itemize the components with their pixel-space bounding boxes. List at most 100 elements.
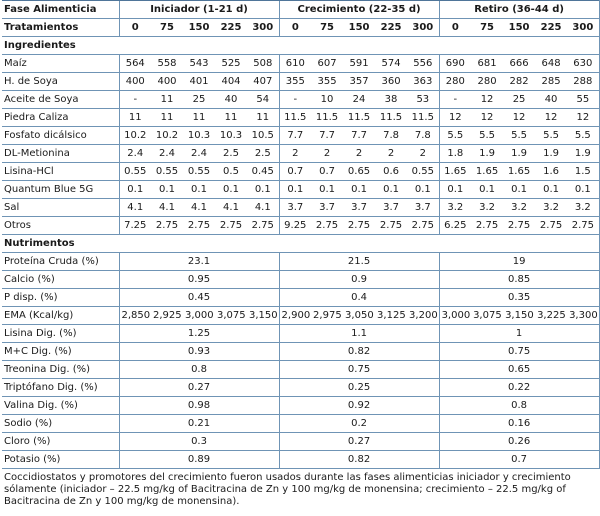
value-cell: 0.85: [438, 270, 600, 289]
table-row: Calcio (%) 0.95 0.9 0.85: [2, 270, 600, 289]
value-cell: 0.7: [278, 162, 312, 181]
value-cell: 1: [438, 324, 600, 343]
value-cell: 3.7: [407, 198, 440, 217]
value-cell: 355: [311, 72, 344, 91]
value-cell: 556: [407, 54, 440, 73]
table-row: Treonina Dig. (%) 0.8 0.75 0.65: [2, 360, 600, 379]
value-cell: 0.75: [438, 342, 600, 361]
value-cell: 360: [375, 72, 408, 91]
value-cell: 3.7: [278, 198, 312, 217]
treatment-header: 75: [311, 18, 344, 37]
row-label: M+C Dig. (%): [2, 342, 119, 361]
row-label: H. de Soya: [2, 72, 119, 91]
value-cell: 525: [215, 54, 247, 73]
treatment-header: 75: [471, 18, 504, 37]
ingredients-section-row: Ingredientes: [2, 36, 600, 55]
row-label: EMA (Kcal/kg): [2, 306, 119, 325]
table-row: Triptófano Dig. (%) 0.27 0.25 0.22: [2, 378, 600, 397]
value-cell: 1.9: [503, 144, 536, 163]
value-cell: 11: [151, 108, 183, 127]
value-cell: 40: [215, 90, 247, 109]
value-cell: 610: [278, 54, 312, 73]
value-cell: 0.55: [183, 162, 215, 181]
value-cell: 0.7: [311, 162, 344, 181]
value-cell: 2: [278, 144, 312, 163]
value-cell: 0.1: [118, 180, 151, 199]
table-row: Sodio (%) 0.21 0.2 0.16: [2, 414, 600, 433]
value-cell: 407: [247, 72, 280, 91]
value-cell: -: [278, 90, 312, 109]
value-cell: 2.75: [311, 216, 344, 235]
value-cell: 355: [278, 72, 312, 91]
value-cell: 1.8: [438, 144, 472, 163]
value-cell: 7.8: [375, 126, 408, 145]
value-cell: 3.2: [535, 198, 568, 217]
value-cell: 3.7: [375, 198, 408, 217]
table-row: Fosfato dicálsico 10.2 10.2 10.3 10.3 10.5 7.7…: [2, 126, 600, 145]
value-cell: 12: [535, 108, 568, 127]
value-cell: 2,975: [311, 306, 344, 325]
value-cell: 11: [247, 108, 280, 127]
value-cell: 0.55: [151, 162, 183, 181]
value-cell: 0.8: [118, 360, 280, 379]
value-cell: 54: [247, 90, 280, 109]
row-label: Maíz: [2, 54, 119, 73]
table-row: Lisina Dig. (%) 1.25 1.1 1: [2, 324, 600, 343]
value-cell: 3,150: [247, 306, 280, 325]
table-row: Lisina-HCl 0.55 0.55 0.55 0.5 0.45 0.7 0.7 0.65 0…: [2, 162, 600, 181]
value-cell: 3.2: [567, 198, 600, 217]
value-cell: 0.2: [278, 414, 440, 433]
value-cell: 3,300: [567, 306, 600, 325]
value-cell: 4.1: [183, 198, 215, 217]
diet-composition-table: Fase Alimenticia Iniciador (1-21 d) Crecim…: [2, 0, 600, 469]
value-cell: 0.1: [311, 180, 344, 199]
value-cell: 0.1: [503, 180, 536, 199]
value-cell: 10: [311, 90, 344, 109]
value-cell: 0.3: [118, 432, 280, 451]
row-label: Aceite de Soya: [2, 90, 119, 109]
table-row: Maíz 564 558 543 525 508 610 607 591 574 556 690 681…: [2, 54, 600, 73]
value-cell: 574: [375, 54, 408, 73]
value-cell: 2.75: [183, 216, 215, 235]
value-cell: 0.1: [535, 180, 568, 199]
treatment-header: 300: [407, 18, 440, 37]
value-cell: 38: [375, 90, 408, 109]
value-cell: 12: [471, 108, 504, 127]
value-cell: 3,075: [215, 306, 247, 325]
value-cell: 11.5: [407, 108, 440, 127]
value-cell: 0.1: [567, 180, 600, 199]
value-cell: 401: [183, 72, 215, 91]
row-label: DL-Metionina: [2, 144, 119, 163]
phase-header: Retiro (36-44 d): [438, 0, 600, 19]
value-cell: 2.4: [118, 144, 151, 163]
value-cell: 11: [183, 108, 215, 127]
value-cell: 1.65: [438, 162, 472, 181]
treatment-header: 225: [535, 18, 568, 37]
row-label: Proteína Cruda (%): [2, 252, 119, 271]
row-label: Sodio (%): [2, 414, 119, 433]
value-cell: 7.8: [407, 126, 440, 145]
row-label: Piedra Caliza: [2, 108, 119, 127]
value-cell: 1.65: [471, 162, 504, 181]
treatment-header: 300: [247, 18, 280, 37]
table-row: Potasio (%) 0.89 0.82 0.7: [2, 450, 600, 469]
value-cell: 1.25: [118, 324, 280, 343]
value-cell: 25: [503, 90, 536, 109]
value-cell: 2.75: [567, 216, 600, 235]
table-row: Quantum Blue 5G 0.1 0.1 0.1 0.1 0.1 0.1 0.1 0.1 0…: [2, 180, 600, 199]
treatment-header: 225: [375, 18, 408, 37]
value-cell: 19: [438, 252, 600, 271]
treatments-header-row: Tratamientos 0 75 150 225 300 0 75 150 225 300 0 75 1…: [2, 18, 600, 37]
value-cell: 1.5: [567, 162, 600, 181]
value-cell: 0.55: [118, 162, 151, 181]
table-body: Fase Alimenticia Iniciador (1-21 d) Crecim…: [2, 0, 600, 469]
row-label: Cloro (%): [2, 432, 119, 451]
value-cell: 2,900: [278, 306, 312, 325]
value-cell: 2.75: [247, 216, 280, 235]
section-title: Ingredientes: [2, 36, 600, 55]
value-cell: 5.5: [438, 126, 472, 145]
value-cell: 3,000: [183, 306, 215, 325]
value-cell: 2.75: [151, 216, 183, 235]
value-cell: 40: [535, 90, 568, 109]
table-row: Otros 7.25 2.75 2.75 2.75 2.75 9.25 2.75 2.75 2.7…: [2, 216, 600, 235]
